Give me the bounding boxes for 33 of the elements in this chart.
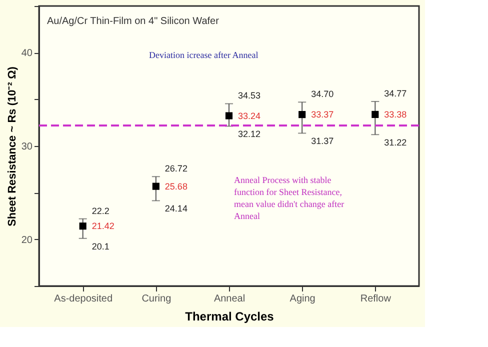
annotation: 31.37 [311, 136, 334, 146]
point [79, 222, 86, 230]
point [298, 111, 306, 118]
annotation: 22.2 [92, 206, 110, 216]
annotation: 34.53 [238, 90, 261, 101]
annotation: 20.1 [92, 241, 110, 252]
data-label: 33.38 [384, 109, 407, 120]
point [152, 182, 160, 190]
annotation: 34.77 [384, 88, 407, 98]
x-tick-label: As-deposited [54, 294, 113, 304]
data-label: 33.37 [311, 110, 334, 120]
point [225, 112, 233, 120]
annotation: Anneal Process with stable function for Sheet Resistance, mean value didn't change after Anneal [234, 175, 344, 221]
annotation: Au/Ag/Cr Thin-Film on 4" Silicon Wafer [47, 16, 220, 27]
x-axis-title: Thermal Cycles [185, 310, 274, 324]
data-label: 21.42 [92, 221, 114, 232]
annotation: 26.72 [164, 164, 188, 174]
data-label: 33.24 [238, 110, 261, 121]
annotation: 31.22 [384, 138, 407, 148]
y-tick-label: 20 [21, 234, 33, 246]
y-tick-label: 30 [21, 142, 33, 152]
x-tick-label: Curing [142, 294, 172, 304]
x-tick-label: Anneal [214, 294, 246, 304]
annotation: Deviation icrease after Anneal [149, 50, 259, 60]
data-label: 25.68 [164, 181, 188, 192]
point [372, 110, 379, 118]
annotation: 32.12 [238, 129, 261, 140]
x-tick-label: Aging [290, 294, 316, 304]
annotation: 34.70 [311, 89, 334, 100]
y-tick-label: 40 [21, 48, 33, 60]
x-tick-label: Reflow [360, 294, 392, 304]
y-axis-title: Sheet Resistance ~ Rs (10⁻² Ω) [6, 66, 18, 226]
annotation: 24.14 [164, 204, 188, 214]
